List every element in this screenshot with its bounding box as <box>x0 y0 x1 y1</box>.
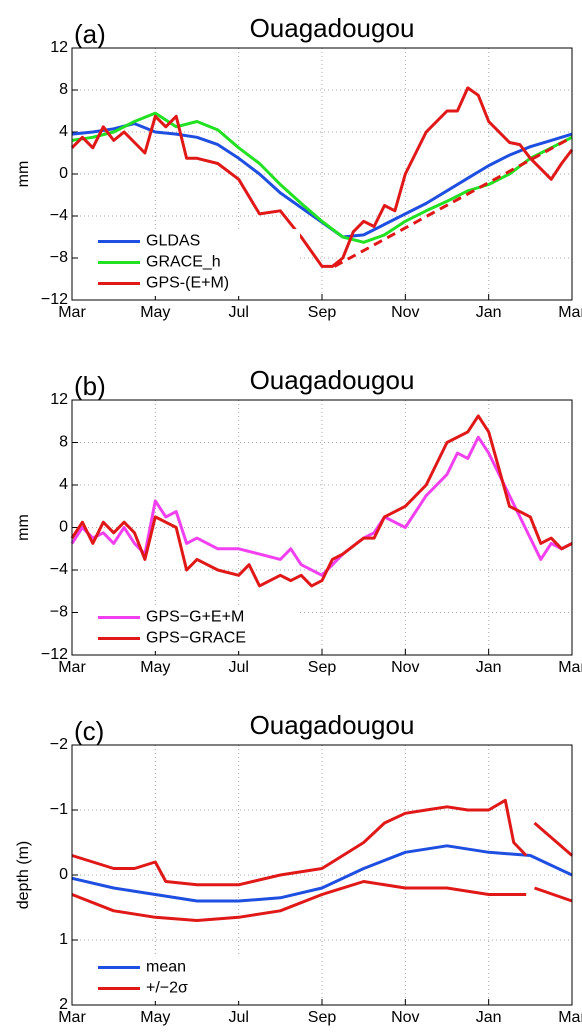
axes-frame <box>71 47 573 301</box>
series-line <box>70 435 573 577</box>
y-tick-label: −8 <box>50 249 68 266</box>
y-tick-label: −8 <box>50 604 68 621</box>
y-tick-label: 8 <box>59 434 68 451</box>
x-tick-label: Nov <box>391 659 419 676</box>
x-tick-label: Mar <box>58 304 86 321</box>
series-line <box>71 880 573 922</box>
y-tick-label: 8 <box>59 81 68 98</box>
x-tick-label: Jan <box>476 304 502 321</box>
y-tick-label: 1 <box>59 931 68 948</box>
y-tick-label: −12 <box>41 646 68 663</box>
legend-box <box>80 955 300 1001</box>
x-tick-label: Nov <box>391 1009 419 1026</box>
x-tick-label: Jul <box>228 1009 248 1026</box>
y-axis-label: mm <box>15 161 32 188</box>
y-tick-label: 4 <box>59 476 68 493</box>
legend-label: GPS−GRACE <box>146 630 246 647</box>
x-tick-label: Mar <box>558 304 582 321</box>
x-tick-label: Jan <box>476 659 502 676</box>
y-tick-label: −4 <box>50 561 68 578</box>
x-tick-label: May <box>140 1009 170 1026</box>
y-tick-label: 2 <box>59 996 68 1013</box>
legend-label: GLDAS <box>146 233 200 250</box>
chart-title: Ouagadougou <box>250 710 415 740</box>
x-tick-label: Sep <box>308 304 337 321</box>
legend-box <box>80 605 300 651</box>
legend-label: mean <box>146 959 186 976</box>
panel-label: (c) <box>74 716 104 746</box>
y-tick-label: 0 <box>59 165 68 182</box>
panel-label: (a) <box>74 19 106 49</box>
y-tick-label: −2 <box>50 736 68 753</box>
y-tick-label: 0 <box>59 866 68 883</box>
x-tick-label: Mar <box>58 1009 86 1026</box>
series-line <box>70 414 573 588</box>
axes-frame <box>71 399 573 656</box>
x-tick-label: Sep <box>308 1009 337 1026</box>
x-tick-label: May <box>140 659 170 676</box>
legend-label: +/−2σ <box>146 980 188 997</box>
x-tick-label: Mar <box>558 659 582 676</box>
legend-label: GPS-(E+M) <box>146 275 229 292</box>
series-line <box>71 111 573 244</box>
x-tick-label: Mar <box>558 1009 582 1026</box>
y-axis-label: mm <box>15 514 32 541</box>
legend-label: GPS−G+E+M <box>146 609 244 626</box>
y-axis-label: depth (m) <box>15 841 32 909</box>
y-tick-label: 12 <box>50 39 68 56</box>
x-tick-label: Mar <box>58 659 86 676</box>
x-tick-label: Sep <box>308 659 337 676</box>
x-tick-label: Jul <box>228 304 248 321</box>
y-tick-label: −4 <box>50 207 68 224</box>
y-tick-label: 4 <box>59 123 68 140</box>
y-tick-label: 12 <box>50 391 68 408</box>
series-line <box>71 844 573 903</box>
legend-label: GRACE_h <box>146 254 221 271</box>
y-tick-label: −1 <box>50 801 68 818</box>
axes-frame <box>71 744 573 1006</box>
x-tick-label: Jul <box>228 659 248 676</box>
chart-title: Ouagadougou <box>250 13 415 43</box>
series-line <box>71 798 573 887</box>
panel-label: (b) <box>74 371 106 401</box>
series-line <box>70 86 574 268</box>
x-tick-label: May <box>140 304 170 321</box>
chart-title: Ouagadougou <box>250 365 415 395</box>
x-tick-label: Jan <box>476 1009 502 1026</box>
y-tick-label: −12 <box>41 291 68 308</box>
x-tick-label: Nov <box>391 304 419 321</box>
y-tick-label: 0 <box>59 519 68 536</box>
series-line <box>333 135 573 268</box>
